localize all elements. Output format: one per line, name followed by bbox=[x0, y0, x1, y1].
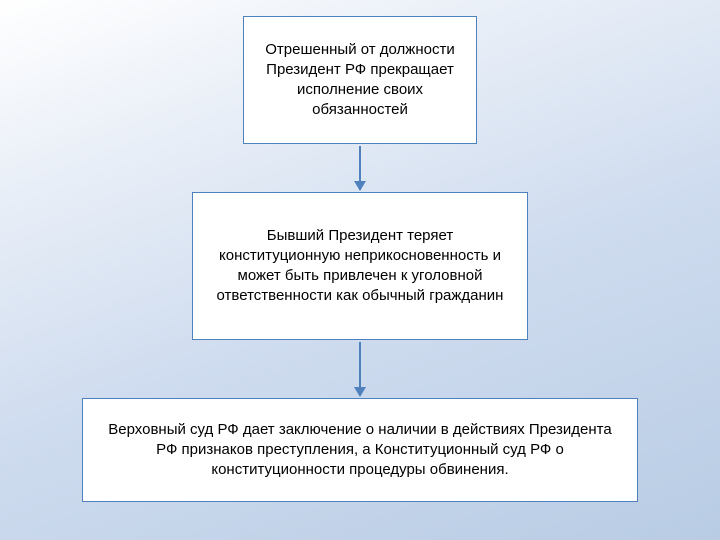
flow-node-1-text: Отрешенный от должности Президент РФ пре… bbox=[258, 40, 462, 121]
flow-node-3-text: Верховный суд РФ дает заключение о налич… bbox=[97, 420, 623, 481]
flow-node-2-text: Бывший Президент теряет конституционную … bbox=[207, 226, 513, 307]
flow-node-2: Бывший Президент теряет конституционную … bbox=[192, 192, 528, 340]
arrow-1 bbox=[359, 146, 361, 190]
flow-node-1: Отрешенный от должности Президент РФ пре… bbox=[243, 16, 477, 144]
arrow-2 bbox=[359, 342, 361, 396]
flow-node-3: Верховный суд РФ дает заключение о налич… bbox=[82, 398, 638, 502]
